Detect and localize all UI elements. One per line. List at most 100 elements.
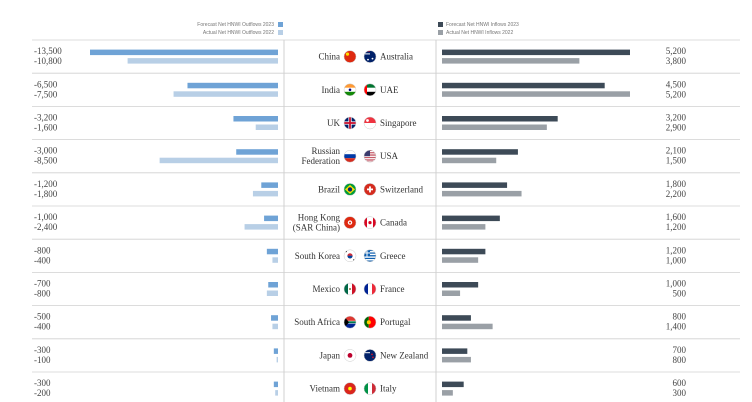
left-country-label: Russian Federation: [302, 146, 341, 166]
inflow-2022-label: 800: [673, 355, 687, 365]
flag-australia-icon: [363, 50, 377, 63]
outflow-2022-label: -400: [34, 322, 51, 332]
inflow-2023-bar: [442, 282, 479, 288]
flag-portugal-icon: [363, 315, 377, 329]
inflow-2023-bar: [442, 49, 630, 56]
inflow-2022-label: 5,200: [666, 89, 687, 99]
outflow-2022-label: -400: [34, 255, 51, 265]
inflow-2023-bar: [442, 248, 486, 255]
right-country-label: Switzerland: [380, 184, 423, 194]
inflow-2023-label: 3,200: [666, 113, 687, 123]
flag-china-icon: [343, 50, 357, 63]
flag-usa-icon: [363, 149, 377, 163]
flag-greece-icon: [363, 249, 377, 263]
outflow-2023-label: -300: [34, 378, 51, 388]
outflow-2023-label: -1,200: [34, 179, 58, 189]
chart-rows: -13,500-10,800 China Australia5,2003,800-6…: [32, 39, 740, 398]
inflow-2022-label: 1,000: [666, 255, 687, 265]
inflow-2022-label: 1,500: [666, 156, 687, 166]
right-country-label: Australia: [380, 52, 413, 62]
left-country-label: Vietnam: [310, 384, 340, 394]
outflow-2022-bar: [244, 224, 278, 230]
flag-southkorea-icon: [343, 249, 357, 263]
right-country-label: Singapore: [380, 118, 417, 128]
outflow-2023-label: -1,000: [34, 212, 58, 222]
outflow-2022-bar: [272, 257, 278, 263]
outflow-2023-bar: [90, 49, 278, 56]
legend-outflow-2023-label: Forecast Net HNWI Outflows 2023: [197, 22, 274, 28]
inflow-2023-bar: [442, 182, 508, 188]
outflow-2022-bar: [255, 124, 278, 130]
outflow-2023-label: -3,200: [34, 113, 58, 123]
inflow-2023-label: 800: [673, 312, 687, 322]
legend-outflow-2022-swatch: [278, 30, 283, 35]
outflow-2022-label: -10,800: [34, 56, 62, 66]
legend-outflow-2023-swatch: [278, 22, 283, 27]
left-country-label: South Africa: [294, 317, 340, 327]
flag-india-icon: [343, 83, 357, 97]
flag-mexico-icon: [343, 282, 357, 296]
inflow-2022-bar: [442, 356, 471, 363]
inflow-2023-bar: [442, 149, 518, 155]
inflow-2023-bar: [442, 315, 471, 321]
legend-inflow-2022-swatch: [438, 30, 443, 35]
legend-inflows: Forecast Net HNWI Inflows 2023 Actual Ne…: [438, 22, 519, 36]
inflow-2022-label: 1,200: [666, 222, 687, 232]
legend-inflow-2023-label: Forecast Net HNWI Inflows 2023: [446, 22, 519, 28]
outflow-2023-label: -800: [34, 245, 51, 255]
flag-uae-icon: [363, 83, 377, 97]
inflow-2022-label: 300: [673, 388, 687, 398]
outflow-2023-bar: [268, 282, 278, 288]
inflow-2022-label: 2,200: [666, 189, 687, 199]
outflow-2023-label: -13,500: [34, 46, 62, 56]
inflow-2022-bar: [442, 257, 479, 263]
flag-uk-icon: [343, 116, 357, 130]
outflow-2022-bar: [173, 91, 278, 97]
inflow-2023-label: 1,000: [666, 279, 687, 289]
left-country-label: UK: [327, 118, 340, 128]
inflow-2022-bar: [442, 91, 630, 97]
outflow-2023-bar: [266, 248, 278, 255]
outflow-2022-bar: [266, 290, 278, 296]
inflow-2022-bar: [442, 190, 522, 197]
outflow-2022-label: -2,400: [34, 222, 58, 232]
inflow-2023-label: 5,200: [666, 46, 687, 56]
flag-switzerland-icon: [363, 183, 377, 196]
chart-row: -1,000-2,400 Hong Kong (SAR China) Canada 1,…: [32, 205, 740, 233]
right-country-label: Canada: [380, 218, 407, 228]
inflow-2022-label: 500: [673, 289, 687, 299]
inflow-2023-bar: [442, 215, 500, 222]
inflow-2023-label: 1,800: [666, 179, 687, 189]
flag-japan-icon: [343, 349, 357, 362]
outflow-2022-label: -8,500: [34, 156, 58, 166]
flag-france-icon: [363, 282, 377, 296]
right-country-label: UAE: [380, 85, 399, 95]
inflow-2022-bar: [442, 157, 497, 164]
inflow-2023-bar: [442, 381, 464, 388]
outflow-2023-label: -500: [34, 312, 51, 322]
outflow-2022-bar: [159, 157, 278, 164]
outflow-2023-label: -300: [34, 345, 51, 355]
outflow-2023-bar: [273, 381, 278, 388]
flag-italy-icon: [363, 382, 377, 395]
flag-newzealand-icon: [363, 349, 377, 362]
inflow-2023-label: 1,200: [666, 245, 687, 255]
flag-singapore-icon: [363, 116, 377, 130]
chart-row: -3,000-8,500 Russian Federation USA 2,1001,5…: [32, 139, 740, 166]
outflow-2022-bar: [276, 356, 278, 363]
outflow-2022-label: -200: [34, 388, 51, 398]
inflow-2022-bar: [442, 124, 547, 130]
right-country-label: New Zealand: [380, 350, 429, 360]
inflow-2023-label: 4,500: [666, 79, 687, 89]
outflow-2022-bar: [127, 58, 278, 64]
outflow-2022-label: -100: [34, 355, 51, 365]
left-country-label: Mexico: [313, 284, 341, 294]
